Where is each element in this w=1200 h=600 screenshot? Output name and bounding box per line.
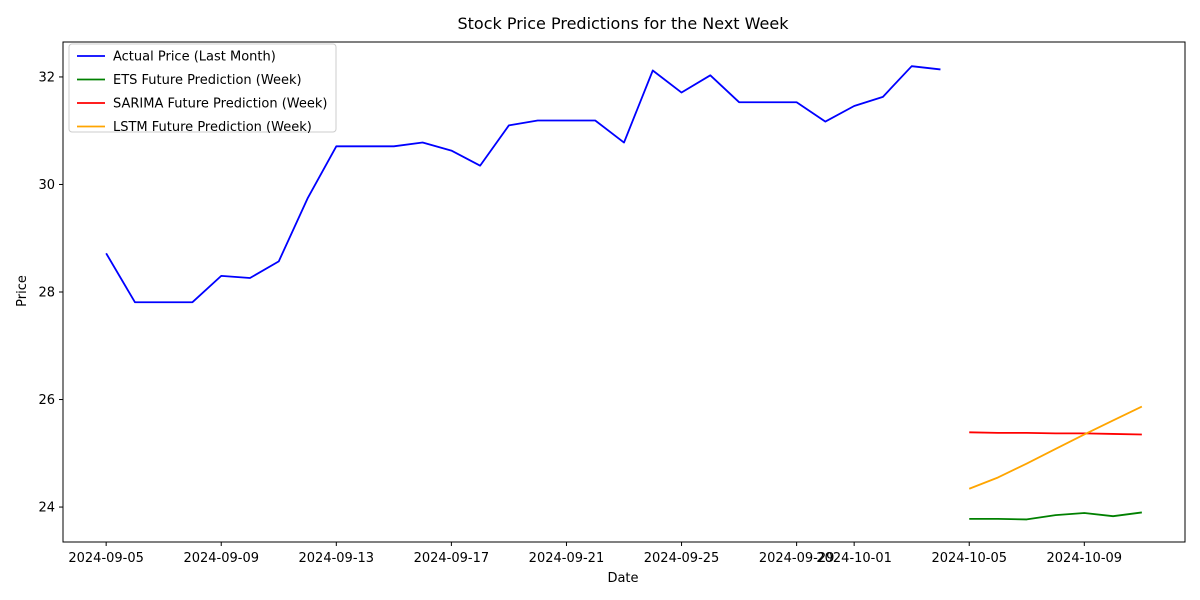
x-tick-label: 2024-09-21: [529, 551, 605, 566]
y-tick-label: 26: [38, 393, 55, 408]
y-tick-label: 30: [38, 178, 55, 193]
x-tick-label: 2024-09-29: [759, 551, 835, 566]
y-axis-label: Price: [15, 275, 30, 307]
x-tick-label: 2024-09-13: [299, 551, 375, 566]
legend-label: ETS Future Prediction (Week): [113, 73, 302, 88]
series-line-1: [969, 511, 1142, 521]
axes: 2024-09-05 2024-09-09 2024-09-13 2024-09-17…: [38, 41, 1186, 566]
legend: Actual Price (Last Month) ETS Future Pred…: [68, 43, 337, 135]
legend-box: [68, 43, 337, 133]
x-tick-label: 2024-10-01: [816, 551, 892, 566]
x-tick-label: 2024-09-09: [183, 551, 259, 566]
y-tick-label: 28: [38, 286, 55, 301]
plot-area: [105, 65, 1143, 521]
chart-title: Stock Price Predictions for the Next Wee…: [457, 14, 789, 33]
y-tick-label: 24: [38, 501, 55, 516]
legend-label: LSTM Future Prediction (Week): [113, 120, 312, 135]
x-tick-label: 2024-09-17: [414, 551, 490, 566]
y-tick-label: 32: [38, 70, 55, 85]
x-tick-label: 2024-10-05: [931, 551, 1007, 566]
x-axis-label: Date: [607, 571, 638, 586]
series-line-0: [105, 65, 941, 304]
x-tick-label: 2024-10-09: [1047, 551, 1123, 566]
x-tick-label: 2024-09-25: [644, 551, 720, 566]
legend-label: Actual Price (Last Month): [113, 50, 276, 65]
legend-label: SARIMA Future Prediction (Week): [113, 97, 328, 112]
x-tick-label: 2024-09-05: [68, 551, 144, 566]
series-line-2: [969, 431, 1142, 436]
series-line-3: [968, 405, 1143, 490]
